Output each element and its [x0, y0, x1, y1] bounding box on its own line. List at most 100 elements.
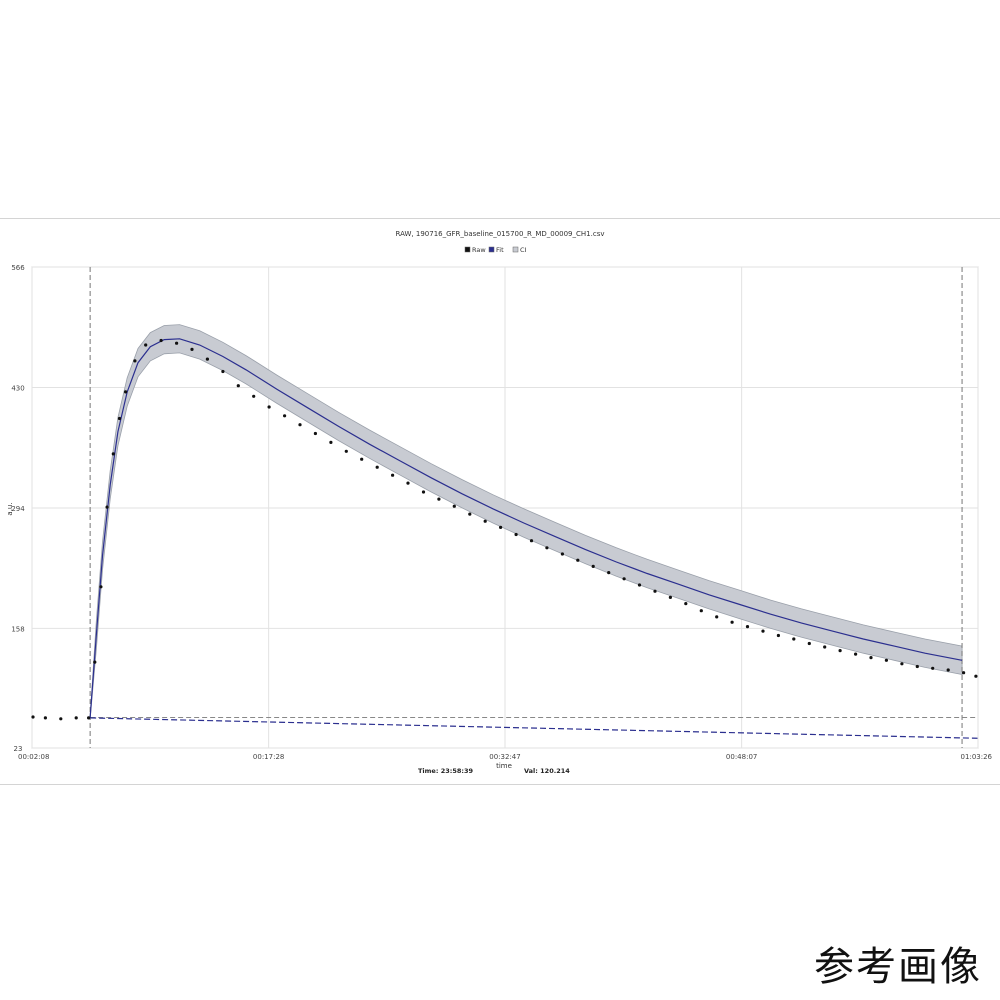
raw-point — [684, 602, 688, 606]
raw-point — [529, 539, 534, 543]
raw-point — [283, 414, 287, 418]
legend-label-ci: CI — [520, 246, 527, 254]
y-tick-label: 430 — [11, 384, 24, 392]
x-axis-label: time — [496, 762, 512, 770]
raw-point — [761, 629, 765, 633]
raw-point — [545, 546, 549, 550]
x-tick-label: 00:32:47 — [489, 753, 520, 761]
raw-point — [776, 633, 781, 638]
raw-point — [869, 656, 873, 660]
raw-point — [637, 583, 642, 587]
raw-point — [133, 359, 137, 363]
raw-point — [144, 343, 148, 347]
raw-point — [159, 338, 163, 343]
legend-label-fit: Fit — [496, 246, 504, 254]
raw-point — [745, 625, 750, 629]
baseline-layer — [90, 717, 978, 739]
raw-point — [452, 504, 456, 508]
raw-point — [838, 649, 842, 653]
raw-point — [946, 668, 950, 672]
y-tick-label: 23 — [14, 745, 23, 753]
x-tick-label: 00:02:08 — [18, 753, 49, 761]
x-tick-label: 00:48:07 — [726, 753, 757, 761]
chart-panel: RAW, 190716_GFR_baseline_015700_R_MD_000… — [0, 218, 1000, 785]
x-tick-label: 01:03:26 — [961, 753, 993, 761]
raw-point — [854, 652, 858, 656]
raw-point — [329, 440, 333, 444]
chart-title: RAW, 190716_GFR_baseline_015700_R_MD_000… — [396, 230, 605, 238]
raw-point — [514, 532, 518, 537]
raw-point — [252, 394, 256, 398]
raw-point — [105, 505, 109, 509]
raw-point — [43, 716, 48, 720]
raw-point — [823, 645, 827, 649]
raw-point — [900, 662, 904, 666]
grid-layer — [31, 266, 979, 749]
raw-point — [483, 519, 487, 523]
y-tick-label: 566 — [11, 264, 25, 272]
legend-swatch-ci — [512, 246, 519, 253]
legend-swatch-fit — [488, 246, 495, 253]
raw-point — [622, 577, 626, 581]
raw-point — [792, 637, 796, 641]
raw-point — [468, 512, 472, 516]
y-tick-label: 158 — [11, 625, 24, 633]
raw-point — [591, 564, 595, 568]
raw-point — [560, 552, 565, 556]
raw-point — [190, 347, 194, 351]
raw-point — [653, 589, 657, 593]
fit-layer — [89, 338, 963, 718]
y-tick-label: 294 — [11, 505, 25, 513]
raw-point — [313, 431, 317, 436]
legend-label-raw: Raw — [472, 246, 486, 254]
raw-point — [236, 384, 240, 388]
raw-point — [298, 423, 302, 427]
raw-point — [59, 717, 63, 721]
raw-point — [111, 452, 115, 456]
raw-point — [406, 481, 410, 485]
raw-point — [607, 571, 611, 575]
raw-point — [576, 558, 580, 562]
raw-point — [87, 716, 91, 720]
raw-point — [668, 595, 673, 599]
raw-point — [421, 490, 426, 494]
raw-point — [93, 660, 97, 664]
raw-layer — [31, 338, 978, 721]
raw-point — [124, 390, 128, 394]
fit-line — [89, 338, 963, 718]
raw-point — [267, 405, 271, 409]
raw-point — [31, 715, 35, 719]
chart-svg: RAW, 190716_GFR_baseline_015700_R_MD_000… — [6, 230, 993, 775]
raw-point — [391, 473, 395, 477]
raw-point — [974, 674, 978, 678]
reference-caption: 参考画像 — [814, 944, 982, 990]
raw-point — [221, 369, 225, 374]
raw-point — [807, 641, 811, 646]
raw-point — [699, 609, 703, 613]
raw-point — [730, 620, 734, 624]
raw-point — [962, 671, 966, 675]
raw-point — [344, 449, 348, 453]
raw-point — [715, 615, 719, 619]
baseline-fit-line — [90, 717, 978, 739]
raw-point — [499, 525, 503, 529]
raw-point — [175, 341, 179, 345]
raw-point — [437, 497, 441, 501]
raw-point — [375, 465, 379, 469]
raw-point — [99, 585, 103, 589]
status-value: Val: 120.214 — [524, 767, 570, 775]
x-tick-label: 00:17:28 — [253, 753, 284, 761]
raw-point — [931, 666, 935, 670]
raw-point — [74, 716, 78, 720]
raw-point — [205, 357, 209, 361]
status-time: Time: 23:58:39 — [418, 767, 474, 775]
raw-point — [884, 658, 889, 662]
y-axis-label: a.u. — [6, 502, 14, 515]
chart-legend: Raw Fit CI — [464, 246, 527, 254]
marker-layer — [89, 267, 978, 748]
raw-point — [360, 457, 364, 461]
legend-swatch-raw — [464, 246, 471, 253]
raw-point — [915, 664, 919, 669]
raw-point — [117, 416, 122, 421]
